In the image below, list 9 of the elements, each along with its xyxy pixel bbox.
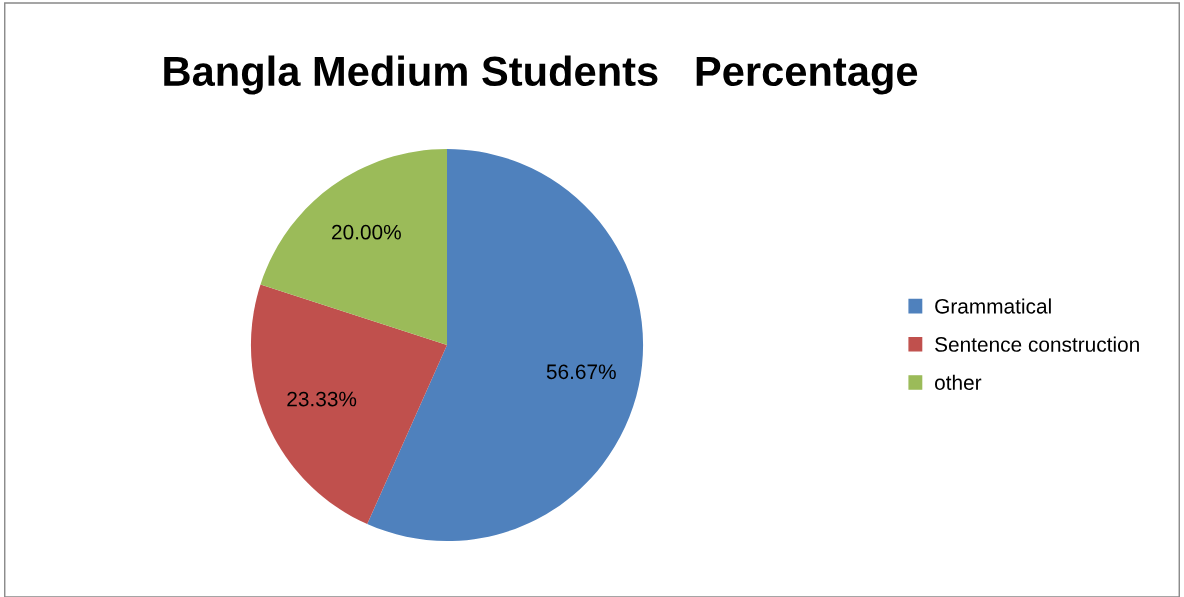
data-label: 20.00% (332, 224, 401, 240)
legend-label: other (934, 374, 982, 391)
pie-slice (260, 148, 447, 345)
pie-slice (250, 284, 447, 525)
legend-label: Grammatical (935, 298, 1051, 314)
data-label: 23.33% (287, 391, 357, 407)
legend-label: Sentence construction (935, 336, 1139, 352)
data-label: 56.67% (546, 364, 616, 380)
chart-title: Bangla Medium Students Percentage (164, 55, 918, 95)
